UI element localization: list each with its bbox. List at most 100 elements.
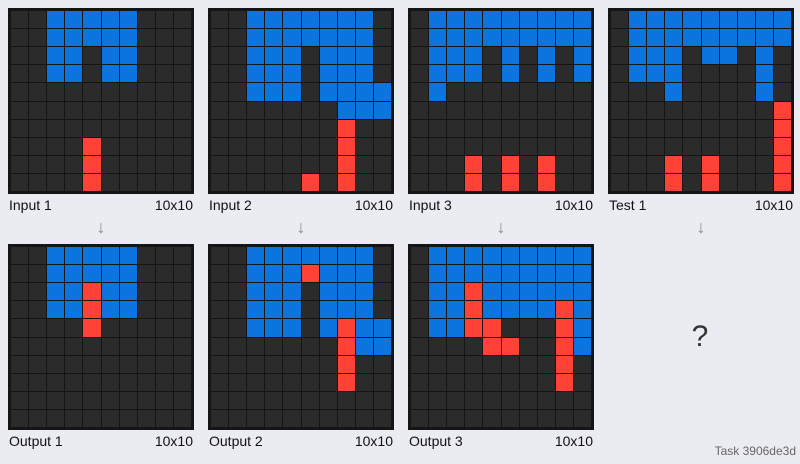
- blue-cell: [319, 47, 337, 65]
- empty-cell: [211, 265, 229, 283]
- blue-cell: [573, 283, 591, 301]
- panel-output-2: Output 2 10x10: [208, 244, 394, 449]
- blue-cell: [47, 29, 65, 47]
- blue-cell: [47, 11, 65, 29]
- empty-cell: [611, 11, 629, 29]
- empty-cell: [411, 265, 429, 283]
- empty-cell: [555, 137, 573, 155]
- empty-cell: [555, 83, 573, 101]
- empty-cell: [11, 283, 29, 301]
- empty-cell: [629, 101, 647, 119]
- blue-cell: [319, 11, 337, 29]
- empty-cell: [411, 301, 429, 319]
- empty-cell: [301, 283, 319, 301]
- empty-cell: [47, 409, 65, 427]
- empty-cell: [519, 101, 537, 119]
- empty-cell: [483, 391, 501, 409]
- empty-cell: [211, 283, 229, 301]
- blue-cell: [301, 247, 319, 265]
- empty-cell: [283, 155, 301, 173]
- blue-cell: [647, 11, 665, 29]
- red-cell: [83, 301, 101, 319]
- empty-cell: [519, 83, 537, 101]
- empty-cell: [155, 247, 173, 265]
- empty-cell: [683, 47, 701, 65]
- blue-cell: [519, 283, 537, 301]
- empty-cell: [773, 47, 791, 65]
- empty-cell: [65, 355, 83, 373]
- empty-cell: [319, 119, 337, 137]
- empty-cell: [373, 29, 391, 47]
- empty-cell: [611, 173, 629, 191]
- empty-cell: [173, 301, 191, 319]
- blue-cell: [283, 319, 301, 337]
- empty-cell: [447, 373, 465, 391]
- red-cell: [465, 319, 483, 337]
- empty-cell: [737, 155, 755, 173]
- empty-cell: [101, 391, 119, 409]
- grid-size: 10x10: [154, 433, 193, 449]
- empty-cell: [173, 265, 191, 283]
- empty-cell: [283, 101, 301, 119]
- empty-cell: [211, 337, 229, 355]
- red-cell: [465, 301, 483, 319]
- empty-cell: [155, 83, 173, 101]
- red-cell: [301, 265, 319, 283]
- empty-cell: [611, 101, 629, 119]
- empty-cell: [519, 337, 537, 355]
- empty-cell: [611, 137, 629, 155]
- empty-cell: [537, 101, 555, 119]
- empty-cell: [137, 301, 155, 319]
- empty-cell: [701, 83, 719, 101]
- empty-cell: [501, 319, 519, 337]
- empty-cell: [229, 119, 247, 137]
- empty-cell: [283, 355, 301, 373]
- red-cell: [83, 137, 101, 155]
- empty-cell: [447, 173, 465, 191]
- empty-cell: [411, 337, 429, 355]
- empty-cell: [65, 119, 83, 137]
- empty-cell: [229, 319, 247, 337]
- empty-cell: [29, 391, 47, 409]
- blue-cell: [101, 301, 119, 319]
- empty-cell: [719, 155, 737, 173]
- empty-cell: [229, 137, 247, 155]
- blue-cell: [555, 247, 573, 265]
- empty-cell: [173, 137, 191, 155]
- empty-cell: [211, 247, 229, 265]
- blue-cell: [573, 301, 591, 319]
- blue-cell: [301, 11, 319, 29]
- unknown-output-question-mark: ?: [691, 320, 709, 353]
- empty-cell: [137, 409, 155, 427]
- empty-cell: [173, 373, 191, 391]
- empty-cell: [173, 173, 191, 191]
- blue-cell: [429, 83, 447, 101]
- blue-cell: [483, 247, 501, 265]
- blue-cell: [65, 265, 83, 283]
- empty-cell: [301, 391, 319, 409]
- empty-cell: [229, 83, 247, 101]
- empty-cell: [65, 83, 83, 101]
- blue-cell: [483, 301, 501, 319]
- blue-cell: [465, 11, 483, 29]
- blue-cell: [355, 283, 373, 301]
- empty-cell: [155, 283, 173, 301]
- empty-cell: [229, 409, 247, 427]
- empty-cell: [29, 155, 47, 173]
- empty-cell: [555, 119, 573, 137]
- empty-cell: [737, 83, 755, 101]
- empty-cell: [701, 137, 719, 155]
- empty-cell: [629, 137, 647, 155]
- grid-size: 10x10: [154, 197, 193, 213]
- empty-cell: [11, 65, 29, 83]
- empty-cell: [737, 101, 755, 119]
- blue-cell: [501, 29, 519, 47]
- empty-cell: [11, 83, 29, 101]
- empty-cell: [573, 119, 591, 137]
- empty-cell: [647, 101, 665, 119]
- empty-cell: [573, 391, 591, 409]
- empty-cell: [719, 65, 737, 83]
- empty-cell: [211, 301, 229, 319]
- red-cell: [555, 337, 573, 355]
- down-arrow-icon: ↓: [296, 217, 306, 237]
